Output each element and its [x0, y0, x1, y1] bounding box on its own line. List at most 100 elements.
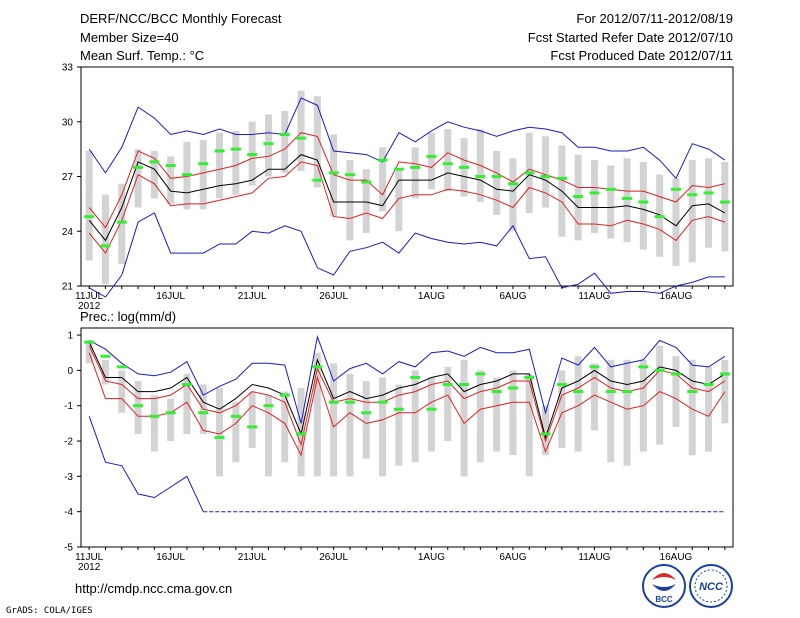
observed-marker: [149, 414, 160, 418]
spread-box: [542, 405, 550, 456]
observed-marker: [116, 220, 127, 224]
observed-marker: [393, 167, 404, 171]
observed-marker: [507, 182, 518, 186]
observed-marker: [263, 142, 274, 146]
spread-box: [460, 359, 468, 477]
spread-box: [509, 158, 517, 232]
y-tick-label: -5: [64, 543, 73, 554]
spread-box: [362, 169, 370, 234]
spread-box: [525, 373, 533, 477]
observed-marker: [605, 187, 616, 191]
x-tick-label: 11JUL: [75, 552, 104, 563]
spread-box: [313, 352, 321, 477]
observed-marker: [377, 400, 388, 404]
outer-lower-line: [88, 416, 204, 512]
x-tick-label: 11AUG: [578, 291, 610, 302]
y-tick-label: 24: [62, 227, 74, 238]
observed-marker: [524, 171, 535, 175]
spread-box: [118, 370, 126, 413]
observed-marker: [719, 200, 730, 204]
header-variable: Mean Surf. Temp.: °C: [80, 48, 204, 63]
ensemble-mean-line: [88, 154, 726, 242]
spread-box: [623, 359, 631, 466]
outer-lower-line: [88, 212, 725, 298]
observed-marker: [410, 375, 421, 379]
observed-marker: [116, 365, 127, 369]
spread-box: [672, 178, 680, 266]
spread-box: [167, 398, 175, 442]
observed-marker: [361, 411, 372, 415]
x-tick-label: 26JUL: [319, 552, 348, 563]
y-tick-label: -3: [64, 472, 73, 483]
observed-marker: [165, 411, 176, 415]
observed-marker: [100, 244, 111, 248]
spread-box: [411, 147, 419, 199]
observed-marker: [475, 372, 486, 376]
observed-marker: [393, 407, 404, 411]
spread-box: [346, 160, 354, 241]
observed-marker: [475, 175, 486, 178]
observed-marker: [622, 196, 633, 200]
spread-box: [330, 134, 338, 217]
spread-box: [542, 136, 550, 208]
observed-marker: [491, 390, 502, 394]
spread-box: [216, 388, 224, 477]
spread-box: [590, 363, 598, 431]
observed-marker: [247, 425, 258, 429]
observed-marker: [296, 432, 307, 436]
spread-box: [509, 370, 517, 456]
observed-marker: [491, 175, 502, 178]
spread-box: [672, 356, 680, 427]
observed-marker: [687, 390, 698, 394]
observed-marker: [459, 165, 470, 169]
spread-box: [134, 149, 142, 208]
x-tick-label: 1AUG: [418, 291, 445, 302]
y-tick-label: -4: [64, 507, 73, 518]
spread-box: [705, 158, 713, 248]
observed-marker: [198, 162, 209, 166]
observed-marker: [214, 436, 225, 439]
header-produced-date: Fcst Produced Date 2012/07/11: [550, 48, 733, 63]
header-period: For 2012/07/11-2012/08/19: [576, 11, 733, 26]
x-tick-label: 11JUL: [75, 291, 104, 302]
observed-marker: [573, 195, 584, 199]
x-tick-label: 16JUL: [156, 552, 185, 563]
spread-box: [216, 132, 224, 199]
spread-box: [281, 391, 289, 463]
spread-box: [558, 370, 566, 449]
spread-box: [395, 384, 403, 466]
observed-marker: [279, 393, 290, 397]
footer-url[interactable]: http://cmdp.ncc.cma.gov.cn: [75, 581, 232, 596]
observed-marker: [312, 178, 323, 182]
y-tick-label: 1: [67, 331, 73, 342]
spread-box: [379, 377, 387, 477]
spread-box: [85, 150, 93, 261]
observed-marker: [344, 400, 355, 404]
observed-marker: [442, 383, 453, 387]
observed-marker: [181, 383, 192, 387]
spread-box: [297, 90, 305, 172]
spread-box: [444, 129, 452, 192]
observed-marker: [100, 354, 111, 358]
grads-credit: GrADS: COLA/IGES: [6, 606, 93, 616]
spread-box: [427, 132, 435, 190]
spread-box: [281, 110, 289, 173]
spread-box: [264, 114, 272, 177]
y-tick-label: 33: [62, 63, 74, 74]
spread-box: [167, 156, 175, 204]
spread-box: [688, 359, 696, 456]
observed-marker: [556, 383, 567, 387]
spread-box: [427, 377, 435, 452]
spread-box: [330, 363, 338, 477]
x-tick-label: 16AUG: [660, 291, 693, 302]
spread-box: [705, 366, 713, 452]
observed-marker: [198, 411, 209, 415]
outer-upper-line: [88, 97, 726, 180]
observed-marker: [638, 365, 649, 369]
x-tick-label: 1AUG: [418, 552, 445, 563]
observed-marker: [312, 365, 323, 369]
spread-box: [476, 370, 484, 463]
observed-marker: [540, 432, 551, 436]
